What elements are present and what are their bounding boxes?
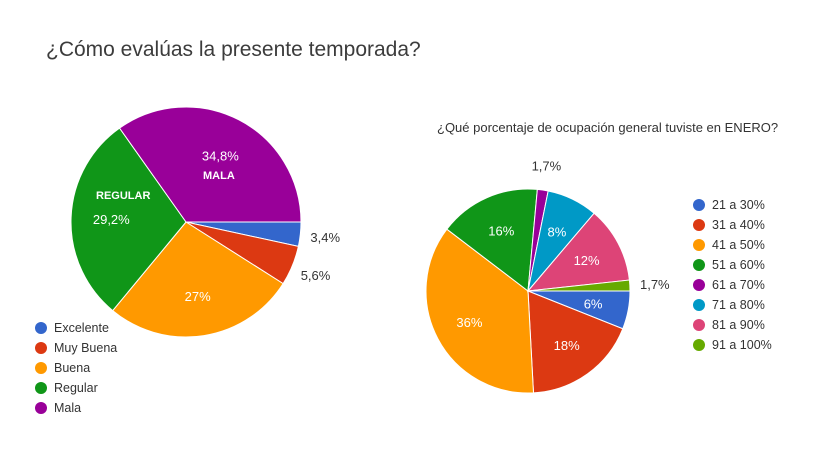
legend-label: Buena xyxy=(54,361,91,375)
legend-label: 91 a 100% xyxy=(712,338,772,352)
data-label: 3,4% xyxy=(310,230,340,245)
data-label: 36% xyxy=(456,315,482,330)
annotation-mala: MALA xyxy=(203,170,235,182)
data-label: 29,2% xyxy=(93,212,130,227)
legend-item: 91 a 100% xyxy=(693,335,772,355)
legend-swatch xyxy=(693,279,705,291)
data-label: 8% xyxy=(548,224,567,239)
pie-slice-regular xyxy=(70,127,187,312)
legend-item: 61 a 70% xyxy=(693,275,772,295)
legend-swatch xyxy=(693,299,705,311)
legend-label: 21 a 30% xyxy=(712,198,765,212)
pie-slice-31-a-40- xyxy=(527,290,624,394)
data-label: 12% xyxy=(574,253,600,268)
legend-item: 71 a 80% xyxy=(693,295,772,315)
legend-label: Regular xyxy=(54,381,98,395)
annotation-regular: REGULAR xyxy=(96,190,151,202)
legend-label: 41 a 50% xyxy=(712,238,765,252)
legend-swatch xyxy=(693,259,705,271)
legend-swatch xyxy=(35,322,47,334)
pie-slice-51-a-60- xyxy=(446,188,538,292)
pie-slice-mala xyxy=(118,106,302,223)
legend-swatch xyxy=(693,239,705,251)
legend-2: 21 a 30% 31 a 40% 41 a 50% 51 a 60% 61 a 70%… xyxy=(693,195,772,355)
legend-swatch xyxy=(693,199,705,211)
legend-label: 61 a 70% xyxy=(712,278,765,292)
data-label: 34,8% xyxy=(202,149,239,164)
legend-item: 51 a 60% xyxy=(693,255,772,275)
pie-slice-41-a-50- xyxy=(425,228,535,394)
data-label: 18% xyxy=(554,338,580,353)
legend-item: Excelente xyxy=(35,318,117,338)
legend-item: 21 a 30% xyxy=(693,195,772,215)
legend-item: Mala xyxy=(35,398,117,418)
pie-slice-buena xyxy=(111,221,284,338)
data-label: 6% xyxy=(584,296,603,311)
legend-label: Excelente xyxy=(54,321,109,335)
legend-swatch xyxy=(693,319,705,331)
legend-swatch xyxy=(35,382,47,394)
data-label: 5,6% xyxy=(301,268,331,283)
legend-swatch xyxy=(693,219,705,231)
legend-item: Regular xyxy=(35,378,117,398)
legend-item: 81 a 90% xyxy=(693,315,772,335)
legend-item: 41 a 50% xyxy=(693,235,772,255)
legend-label: 51 a 60% xyxy=(712,258,765,272)
legend-item: 31 a 40% xyxy=(693,215,772,235)
legend-label: 31 a 40% xyxy=(712,218,765,232)
pie-slice-91-a-100- xyxy=(527,279,631,292)
data-label: 1,7% xyxy=(532,158,562,173)
data-label: 1,7% xyxy=(640,277,670,292)
chart-title-2: ¿Qué porcentaje de ocupación general tuv… xyxy=(437,120,779,135)
legend-label: Muy Buena xyxy=(54,341,118,355)
legend-swatch xyxy=(35,402,47,414)
legend-swatch xyxy=(693,339,705,351)
legend-item: Buena xyxy=(35,358,117,378)
legend-label: 71 a 80% xyxy=(712,298,765,312)
pie-slice-81-a-90- xyxy=(526,212,630,292)
data-label: 27% xyxy=(185,289,211,304)
legend-label: 81 a 90% xyxy=(712,318,765,332)
legend-label: Mala xyxy=(54,401,82,415)
legend-item: Muy Buena xyxy=(35,338,117,358)
legend-swatch xyxy=(35,342,47,354)
legend-swatch xyxy=(35,362,47,374)
chart-title-1: ¿Cómo evalúas la presente temporada? xyxy=(46,38,421,61)
data-label: 16% xyxy=(488,223,514,238)
legend-1: Excelente Muy Buena Buena Regular Mala xyxy=(35,318,117,418)
